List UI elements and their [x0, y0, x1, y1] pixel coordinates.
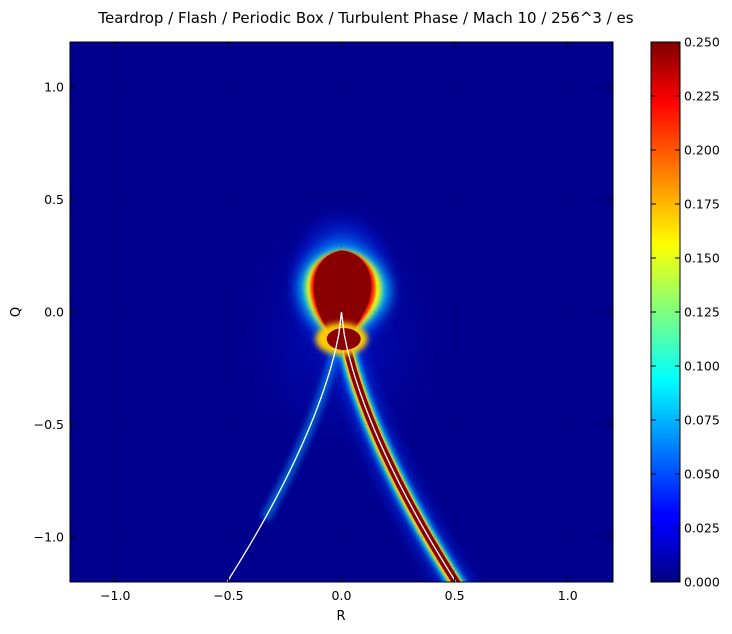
x-tick-label-0: −1.0 — [100, 588, 130, 603]
colorbar-tick-label-0: 0.000 — [684, 575, 720, 590]
colorbar-tick-label-3: 0.075 — [684, 413, 720, 428]
x-tick-label-2: 0.0 — [332, 588, 352, 603]
colorbar-tick-label-8: 0.200 — [684, 143, 720, 158]
colorbar-tick-label-4: 0.100 — [684, 359, 720, 374]
y-tick-label-3: −0.5 — [34, 417, 64, 432]
colorbar-tick-label-2: 0.050 — [684, 467, 720, 482]
x-tick-label-3: 0.5 — [445, 588, 465, 603]
chart-title: Teardrop / Flash / Periodic Box / Turbul… — [97, 9, 633, 27]
colorbar-tick-label-7: 0.175 — [684, 197, 720, 212]
y-tick-label-2: 0.0 — [44, 305, 64, 320]
y-tick-label-0: 1.0 — [44, 80, 64, 95]
y-axis-label: Q — [9, 307, 24, 317]
grid-lines — [70, 42, 613, 582]
y-tick-label-1: 0.5 — [44, 192, 64, 207]
x-tick-label-1: −0.5 — [213, 588, 243, 603]
neck-core — [326, 328, 361, 350]
x-axis-ticks: −1.0 −0.5 0.0 0.5 1.0 — [100, 42, 578, 603]
teardrop-core — [313, 250, 372, 342]
colorbar-tick-label-5: 0.125 — [684, 305, 720, 320]
colorbar-tick-label-10: 0.250 — [684, 35, 720, 50]
x-axis-label: R — [336, 609, 345, 624]
analytic-curve — [226, 311, 457, 582]
colorbar-tick-label-6: 0.150 — [684, 251, 720, 266]
colorbar-tick-label-9: 0.225 — [684, 89, 720, 104]
colorbar-tick-label-1: 0.025 — [684, 521, 720, 536]
y-axis-ticks: 1.0 0.5 0.0 −0.5 −1.0 — [34, 80, 613, 545]
colorbar-ticks: 0.000 0.025 0.050 0.075 0.100 0.125 0.150 0.175… — [651, 35, 720, 590]
x-tick-label-4: 1.0 — [558, 588, 578, 603]
y-tick-label-4: −1.0 — [34, 530, 64, 545]
heatmap-plot-area — [70, 42, 613, 582]
